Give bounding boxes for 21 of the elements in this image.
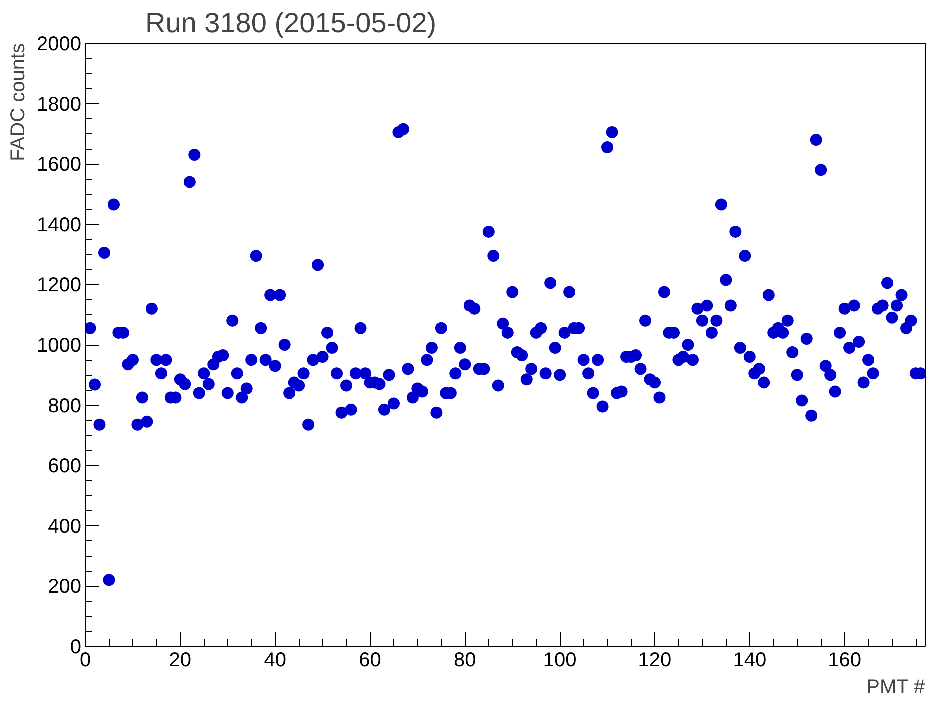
y-tick-label: 1000 <box>37 335 82 357</box>
x-tick-label: 20 <box>169 650 192 672</box>
x-axis-title: PMT # <box>866 676 926 698</box>
y-tick-label: 1200 <box>37 274 82 297</box>
y-tick-label: 400 <box>48 516 82 538</box>
x-tick-label: 140 <box>733 650 767 672</box>
x-tick-label: 160 <box>828 650 862 672</box>
x-tick-label: 120 <box>638 650 672 672</box>
y-tick-label: 600 <box>48 456 82 478</box>
y-tick-label: 200 <box>48 576 82 598</box>
x-tick-label: 40 <box>264 650 286 672</box>
x-tick-label: 80 <box>454 650 476 672</box>
y-tick-label: 1600 <box>37 154 82 176</box>
chart-title: Run 3180 (2015-05-02) <box>146 8 437 38</box>
x-tick-label: 60 <box>359 650 382 672</box>
x-tick-label: 100 <box>543 650 577 672</box>
y-tick-label: 1800 <box>37 94 82 116</box>
y-tick-label: 2000 <box>37 34 82 56</box>
y-tick-label: 1400 <box>37 214 82 236</box>
y-tick-label: 800 <box>48 395 82 418</box>
y-axis-title: FADC counts <box>8 43 30 162</box>
